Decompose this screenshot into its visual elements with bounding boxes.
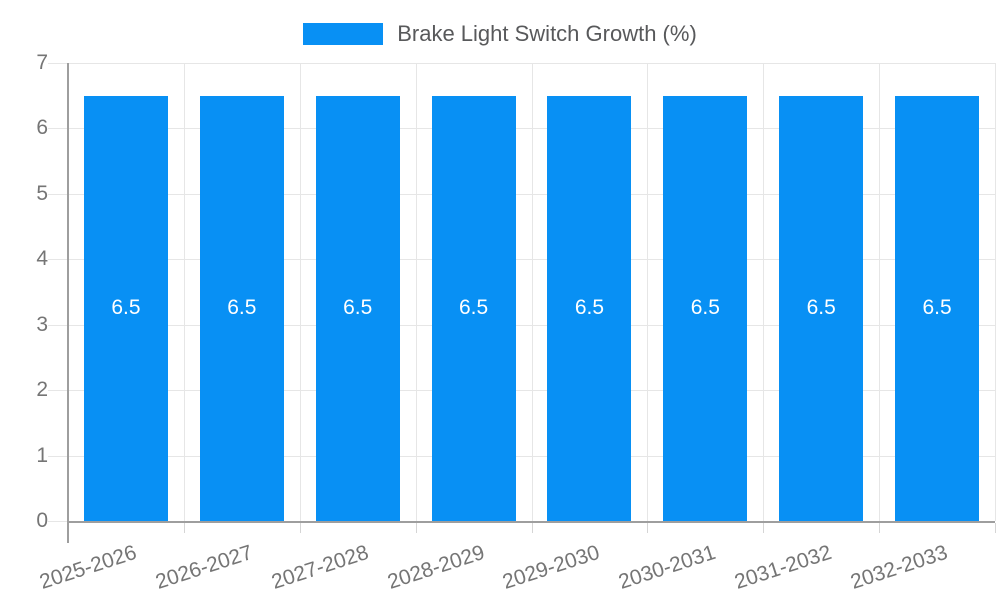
y-axis-line — [67, 63, 69, 543]
y-axis-tick-label: 1 — [36, 443, 48, 467]
y-axis-tick-label: 0 — [36, 509, 48, 532]
bar-value-label: 6.5 — [806, 296, 836, 320]
y-axis-tick-label: 4 — [36, 247, 48, 271]
v-gridline — [647, 63, 649, 521]
x-axis-tick — [415, 523, 417, 533]
v-gridline — [183, 63, 185, 521]
x-axis-tick — [183, 523, 185, 533]
bar — [547, 95, 632, 521]
v-gridline — [415, 63, 417, 521]
bar — [779, 95, 864, 521]
y-axis-tick-label: 7 — [36, 51, 48, 74]
v-gridline — [763, 63, 765, 521]
x-axis-tick — [647, 523, 649, 533]
v-gridline — [531, 63, 533, 521]
bar — [315, 95, 400, 521]
bar — [895, 95, 980, 521]
bar — [663, 95, 748, 521]
bar-value-label: 6.5 — [227, 296, 257, 320]
y-axis-tick — [48, 521, 68, 522]
bar-value-label: 6.5 — [343, 296, 373, 320]
bar-value-label: 6.5 — [111, 296, 141, 320]
x-axis-tick — [995, 523, 996, 533]
v-gridline — [299, 63, 301, 521]
y-axis-tick-label: 6 — [36, 116, 48, 140]
bar-value-label: 6.5 — [690, 296, 720, 320]
x-axis-line — [68, 521, 995, 523]
y-axis-tick — [48, 193, 68, 195]
bar — [199, 95, 284, 521]
y-axis-tick-label: 5 — [36, 181, 48, 205]
x-axis-tick — [763, 523, 765, 533]
y-axis-tick — [48, 128, 68, 130]
bar-value-label: 6.5 — [574, 296, 605, 320]
y-axis-tick — [48, 259, 68, 261]
v-gridline — [995, 63, 996, 521]
y-axis-tick — [48, 63, 68, 64]
bar — [83, 95, 168, 521]
x-axis-tick — [531, 523, 533, 533]
bar — [431, 95, 516, 521]
y-axis-tick — [48, 324, 68, 326]
x-axis-tick — [879, 523, 881, 533]
bar-value-label: 6.5 — [922, 296, 952, 320]
y-axis-tick — [48, 455, 68, 457]
y-axis-tick — [48, 390, 68, 392]
y-axis-tick-label: 2 — [36, 378, 48, 402]
y-axis-tick-label: 3 — [36, 312, 48, 336]
v-gridline — [879, 63, 881, 521]
bar-value-label: 6.5 — [458, 296, 489, 320]
x-axis-tick — [299, 523, 301, 533]
